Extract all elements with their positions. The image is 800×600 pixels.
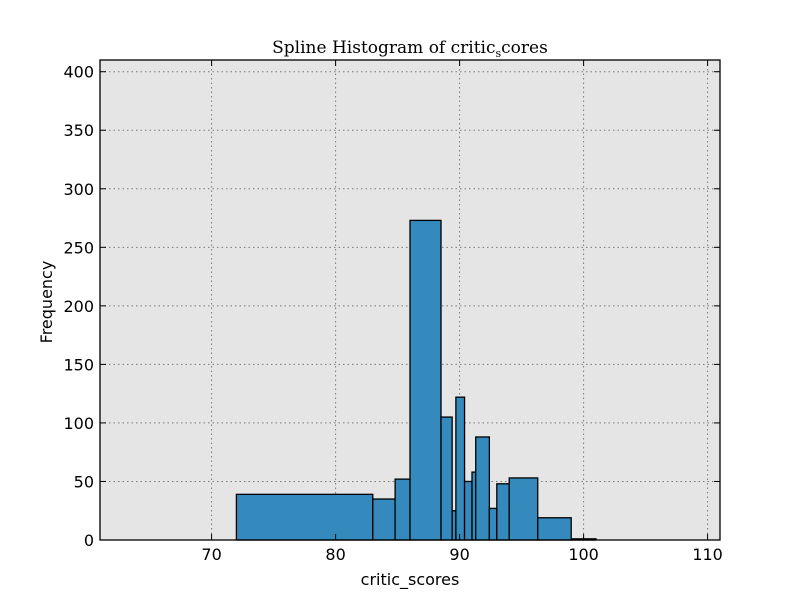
y-tick-label: 0 bbox=[84, 531, 94, 550]
x-tick-label: 70 bbox=[201, 545, 221, 564]
x-tick-label: 80 bbox=[325, 545, 345, 564]
histogram-bar bbox=[508, 477, 539, 541]
histogram-bar bbox=[394, 478, 411, 541]
y-tick-label: 50 bbox=[74, 472, 94, 491]
histogram-bar bbox=[488, 507, 498, 541]
x-tick-label: 100 bbox=[568, 545, 599, 564]
plot-frame bbox=[99, 59, 721, 541]
y-axis-label: Frequency bbox=[37, 261, 56, 344]
chart-title-tail: cores bbox=[501, 38, 548, 58]
y-tick-label: 250 bbox=[63, 238, 94, 257]
chart-title-main: Spline Histogram of critic bbox=[272, 38, 495, 58]
x-axis-label: critic_scores bbox=[361, 570, 460, 590]
y-tick-label: 300 bbox=[63, 180, 94, 199]
histogram-bar bbox=[475, 436, 491, 541]
y-tick-label: 100 bbox=[63, 414, 94, 433]
histogram-bar bbox=[463, 480, 473, 541]
histogram-bars bbox=[235, 219, 597, 541]
histogram-bar bbox=[440, 416, 453, 541]
y-tick-label: 150 bbox=[63, 355, 94, 374]
y-tick-label: 350 bbox=[63, 121, 94, 140]
grid-lines bbox=[100, 60, 720, 541]
axis-ticks: 70 80 90 100 110 0 50 100 150 200 250 300 350 400 bbox=[63, 60, 723, 564]
chart-title-subscript: s bbox=[496, 47, 502, 60]
histogram-bar bbox=[537, 517, 572, 541]
histogram-bar bbox=[235, 493, 374, 541]
histogram-bar bbox=[409, 219, 442, 541]
histogram-bar bbox=[455, 396, 466, 541]
x-tick-label: 90 bbox=[449, 545, 469, 564]
histogram-bar bbox=[496, 483, 510, 541]
histogram-bar bbox=[372, 498, 396, 541]
y-tick-label: 200 bbox=[63, 297, 94, 316]
y-tick-label: 400 bbox=[63, 63, 94, 82]
chart-title: Spline Histogram of criticscores bbox=[272, 38, 548, 60]
x-tick-label: 110 bbox=[692, 545, 723, 564]
